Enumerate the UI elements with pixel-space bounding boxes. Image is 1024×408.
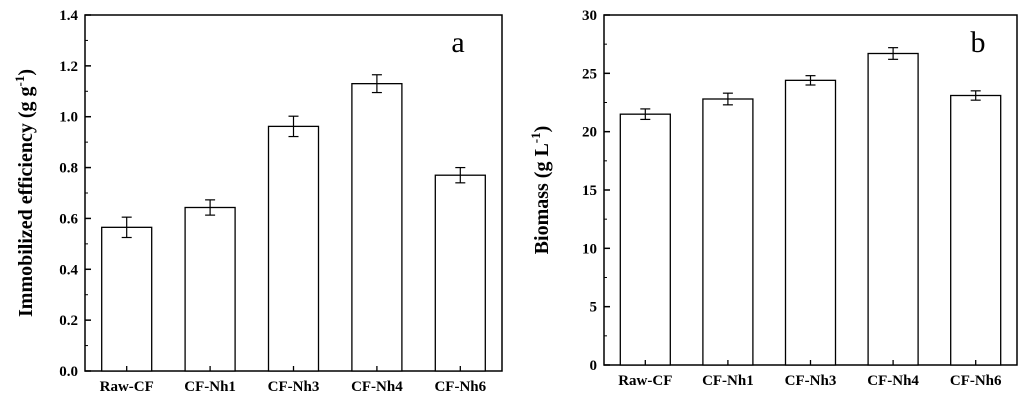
panel-a-y-tick-label: 1.4 — [59, 8, 78, 24]
panel-b-y-tick-label: 0 — [590, 358, 598, 374]
panel-b-y-tick-label: 10 — [582, 241, 597, 257]
panel-a-y-tick-label: 0.6 — [59, 211, 78, 227]
panel-b-bar — [784, 79, 837, 366]
panel-b-x-tick-label: CF-Nh1 — [702, 373, 754, 389]
panel-a-y-tick-label: 1.2 — [59, 59, 78, 75]
panel-b-y-tick-label: 15 — [582, 183, 597, 199]
panel-b-bar — [619, 113, 671, 366]
panel-b-bar — [702, 98, 754, 366]
panel-a-x-tick-label: Raw-CF — [100, 379, 154, 395]
panel-a-y-tick-label: 0.4 — [59, 262, 78, 278]
panel-b-y-tick-label: 20 — [582, 125, 597, 141]
panel-a-x-tick-label: CF-Nh6 — [434, 379, 486, 395]
panel-a-bar — [101, 226, 153, 372]
panel-b-y-tick-label: 30 — [582, 8, 597, 24]
panel-a-x-tick-label: CF-Nh4 — [351, 379, 403, 395]
panel-b-x-tick-label: CF-Nh6 — [950, 373, 1002, 389]
panel-a-x-tick-label: CF-Nh3 — [268, 379, 320, 395]
panel-a-x-tick-label: CF-Nh1 — [184, 379, 236, 395]
panel-b-bar — [950, 94, 1002, 366]
panel-b-x-tick-label: CF-Nh3 — [785, 373, 837, 389]
panel-a-bar — [351, 83, 403, 372]
panel-a-y-axis-label: Immobilized efficiency (g g-1) — [12, 69, 37, 317]
panel-a-panel-label: a — [451, 26, 464, 59]
panel-a-bar — [267, 125, 320, 372]
panel-a-y-tick-label: 0.8 — [59, 161, 78, 177]
panel-a-y-tick-label: 0.2 — [59, 313, 78, 329]
panel-a-bar — [434, 174, 486, 372]
panel-b-y-tick-label: 5 — [590, 300, 598, 316]
panel-b-x-tick-label: CF-Nh4 — [867, 373, 919, 389]
panel-b-y-tick-label: 25 — [582, 66, 597, 82]
panel-b-panel-label: b — [971, 26, 986, 59]
panel-a-y-tick-label: 0.0 — [59, 364, 78, 380]
panel-a-bar — [184, 206, 236, 372]
panel-a-y-tick-label: 1.0 — [59, 110, 78, 126]
panel-b-x-tick-label: Raw-CF — [618, 373, 672, 389]
panel-b-y-axis-label: Biomass (g L-1) — [528, 126, 553, 255]
panel-b-bar — [867, 52, 919, 366]
